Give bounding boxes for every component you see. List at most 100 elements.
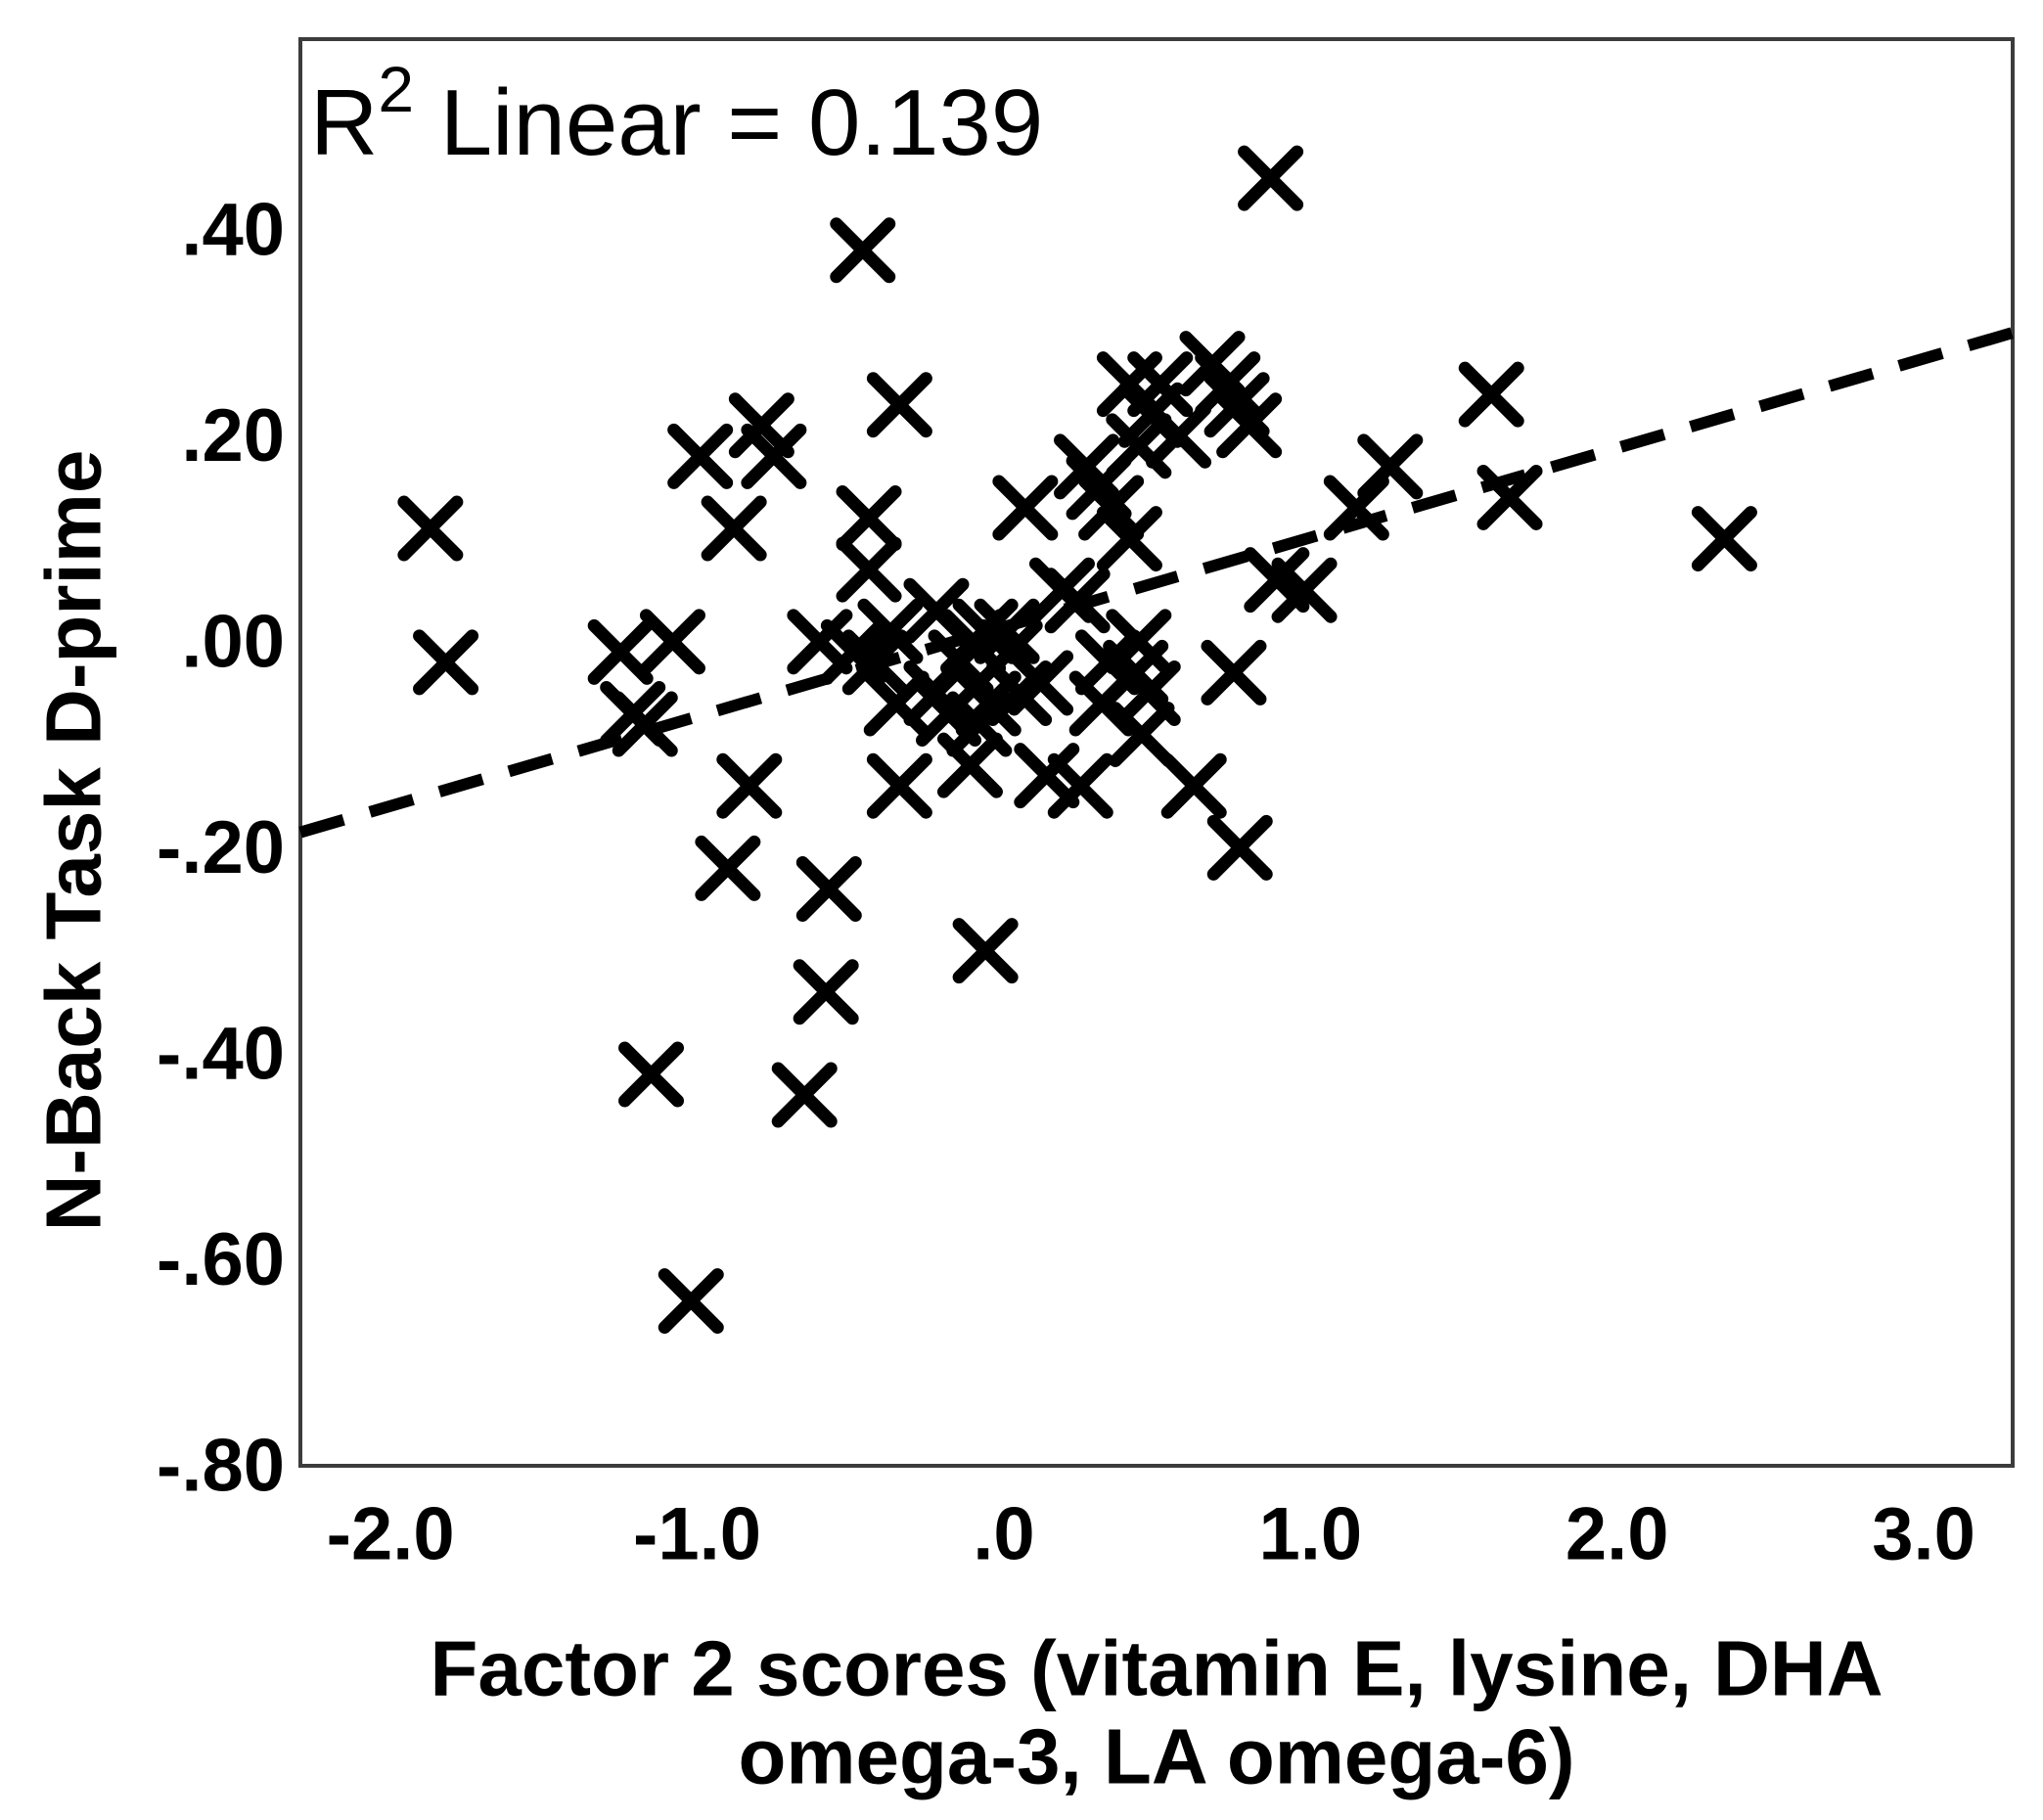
y-tick-label: -.60 (157, 1218, 285, 1301)
data-point-marker (658, 1268, 724, 1335)
marker-stroke (1146, 402, 1212, 469)
data-point-marker (866, 752, 932, 819)
marker-stroke (667, 423, 734, 489)
marker-stroke (771, 1062, 838, 1128)
marker-stroke (639, 609, 705, 675)
data-point-marker (836, 536, 902, 603)
marker-stroke (1106, 413, 1172, 479)
data-point-marker (793, 959, 859, 1025)
x-tick-label: .0 (973, 1493, 1034, 1576)
data-point-marker (836, 485, 902, 552)
marker-stroke (866, 372, 932, 438)
data-point-marker (1238, 145, 1304, 211)
data-point-marker (1206, 814, 1273, 881)
marker-stroke (916, 681, 982, 748)
marker-stroke (1014, 743, 1080, 809)
data-point-marker (1216, 392, 1283, 459)
regression-line-group (298, 327, 2015, 839)
data-point-marker (1078, 475, 1145, 541)
y-axis-title: N-Back Task D-prime (30, 450, 117, 1232)
marker-stroke (397, 495, 464, 562)
y-tick-label: -.20 (157, 806, 285, 889)
marker-stroke (1216, 392, 1283, 459)
marker-stroke (1206, 814, 1273, 881)
y-axis-tick-labels: .40 .20 .00 -.20 -.40 -.60 -.80 (157, 188, 285, 1507)
marker-stroke (1195, 351, 1261, 418)
marker-stroke (936, 732, 1003, 798)
x-tick-label: 3.0 (1872, 1493, 1975, 1576)
y-tick-label: .20 (181, 394, 285, 478)
y-tick-label: -.40 (157, 1012, 285, 1095)
marker-stroke (952, 918, 1019, 984)
marker-stroke (836, 536, 902, 603)
marker-stroke (974, 598, 1040, 664)
marker-stroke (830, 217, 896, 284)
data-point-marker (952, 918, 1019, 984)
marker-stroke (820, 618, 886, 685)
data-point-marker (841, 629, 908, 696)
data-point-marker (1008, 650, 1074, 716)
marker-stroke (903, 577, 970, 644)
r-squared-annotation: R2 Linear = 0.139 (310, 53, 1043, 175)
marker-stroke (1114, 660, 1181, 726)
data-point-marker (866, 372, 932, 438)
marker-stroke (1238, 145, 1304, 211)
data-point-marker (1044, 568, 1111, 634)
data-point-marker (612, 691, 678, 757)
data-point-marker (1201, 639, 1267, 705)
data-point-marker (1106, 413, 1172, 479)
y-tick-label: .00 (181, 600, 285, 683)
marker-stroke (795, 855, 862, 922)
marker-stroke (1691, 506, 1757, 572)
data-point-marker (639, 609, 705, 675)
data-point-marker (695, 835, 761, 901)
marker-stroke (1008, 650, 1074, 716)
marker-stroke (741, 423, 807, 489)
data-point-marker (1476, 464, 1543, 530)
data-point-marker (1047, 752, 1113, 819)
data-point-marker (397, 495, 464, 562)
r-squared-text: R2 Linear = 0.139 (310, 53, 1043, 175)
marker-stroke (1244, 547, 1310, 614)
marker-stroke (612, 691, 678, 757)
data-point-marker (1160, 752, 1227, 819)
x-tick-label: -2.0 (327, 1493, 455, 1576)
data-point-marker (1271, 557, 1338, 623)
marker-stroke (1160, 752, 1227, 819)
marker-stroke (1074, 629, 1141, 696)
marker-stroke (1047, 752, 1113, 819)
x-axis-title-line2: omega-3, LA omega-6) (739, 1713, 1575, 1800)
data-point-marker (974, 598, 1040, 664)
data-point-marker (1096, 506, 1162, 572)
x-tick-label: 1.0 (1258, 1493, 1362, 1576)
data-point-marker (992, 475, 1059, 541)
marker-stroke (793, 959, 859, 1025)
y-tick-label: .40 (181, 188, 285, 271)
marker-stroke (992, 475, 1059, 541)
data-point-marker (1691, 506, 1757, 572)
marker-stroke (1068, 670, 1135, 737)
data-point-marker (857, 598, 924, 664)
marker-stroke (658, 1268, 724, 1335)
marker-stroke (1271, 557, 1338, 623)
plot-frame (298, 37, 2015, 1468)
plot-border (298, 37, 2015, 1468)
x-tick-label: 2.0 (1566, 1493, 1669, 1576)
data-point-marker (741, 423, 807, 489)
x-axis-tick-labels: -2.0 -1.0 .0 1.0 2.0 3.0 (327, 1493, 1975, 1576)
axis-titles-group: Factor 2 scores (vitamin E, lysine, DHAo… (30, 450, 1884, 1800)
data-point-marker (701, 495, 767, 562)
marker-stroke (701, 495, 767, 562)
x-axis-title-line1: Factor 2 scores (vitamin E, lysine, DHA (431, 1625, 1884, 1712)
data-point-marker (1458, 361, 1524, 428)
marker-stroke (863, 670, 930, 737)
marker-stroke (1096, 506, 1162, 572)
data-point-marker (1357, 433, 1424, 500)
marker-stroke (618, 1041, 685, 1108)
marker-stroke (587, 618, 654, 685)
marker-stroke (857, 598, 924, 664)
marker-stroke (1201, 639, 1267, 705)
marker-stroke (716, 752, 783, 819)
